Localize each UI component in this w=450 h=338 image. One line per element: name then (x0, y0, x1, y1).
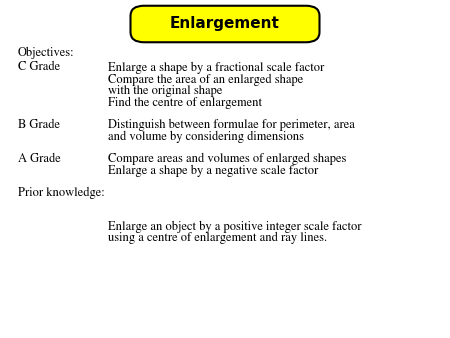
Text: Find the centre of enlargement: Find the centre of enlargement (108, 97, 262, 109)
Text: Enlarge a shape by a fractional scale factor: Enlarge a shape by a fractional scale fa… (108, 62, 324, 74)
Text: Enlarge a shape by a negative scale factor: Enlarge a shape by a negative scale fact… (108, 165, 318, 177)
Text: A Grade: A Grade (18, 153, 61, 165)
Text: Prior knowledge:: Prior knowledge: (18, 187, 105, 199)
FancyBboxPatch shape (130, 6, 320, 42)
Text: Enlarge an object by a positive integer scale factor: Enlarge an object by a positive integer … (108, 220, 361, 233)
Text: with the original shape: with the original shape (108, 85, 222, 97)
Text: and volume by considering dimensions: and volume by considering dimensions (108, 131, 304, 143)
Text: using a centre of enlargement and ray lines.: using a centre of enlargement and ray li… (108, 232, 327, 244)
Text: Enlargement: Enlargement (170, 17, 280, 31)
Text: Compare areas and volumes of enlarged shapes: Compare areas and volumes of enlarged sh… (108, 153, 346, 165)
Text: C Grade: C Grade (18, 62, 60, 73)
Text: Distinguish between formulae for perimeter, area: Distinguish between formulae for perimet… (108, 119, 355, 131)
Text: Compare the area of an enlarged shape: Compare the area of an enlarged shape (108, 73, 303, 86)
Text: Objectives:: Objectives: (18, 46, 75, 58)
Text: B Grade: B Grade (18, 119, 60, 131)
